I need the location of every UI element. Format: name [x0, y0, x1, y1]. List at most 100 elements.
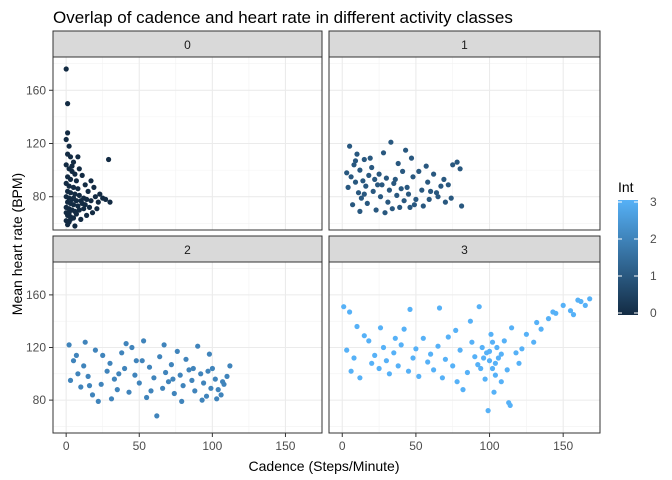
data-point [478, 365, 484, 372]
facet-strip [52, 30, 323, 58]
data-point [550, 309, 556, 315]
data-point [107, 360, 113, 366]
data-point [84, 196, 90, 202]
data-point [180, 383, 186, 389]
data-point [413, 346, 419, 352]
x-tick-label: 0 [63, 439, 70, 453]
y-tick-label: 160 [26, 288, 46, 302]
data-point [485, 408, 491, 414]
data-point [177, 372, 183, 378]
data-point [479, 344, 485, 351]
data-point [523, 331, 530, 337]
data-point [81, 363, 87, 369]
data-point [75, 371, 81, 377]
data-point [81, 206, 87, 212]
data-point [133, 358, 139, 364]
data-point [372, 176, 378, 182]
data-point [388, 139, 394, 145]
data-point [364, 200, 370, 206]
data-point [516, 360, 522, 366]
data-point [205, 368, 211, 374]
data-point [170, 376, 176, 382]
data-point [354, 151, 360, 157]
data-point [578, 298, 584, 305]
data-point [76, 207, 82, 213]
data-point [89, 210, 96, 216]
data-point [70, 202, 77, 208]
data-point [227, 363, 233, 369]
data-point [361, 156, 367, 163]
data-point [224, 373, 230, 379]
facet-strip [52, 235, 323, 263]
data-point [361, 333, 367, 339]
data-point [545, 316, 552, 322]
data-point [78, 216, 84, 222]
data-point [107, 199, 113, 205]
data-point [419, 187, 425, 193]
data-point [407, 204, 413, 210]
data-point [67, 377, 74, 383]
data-point [401, 198, 407, 204]
x-tick-label: 100 [202, 439, 222, 453]
data-point [375, 182, 381, 188]
data-point [498, 379, 504, 385]
data-point [82, 182, 88, 188]
data-point [380, 150, 387, 156]
data-point [405, 191, 412, 197]
data-point [208, 385, 214, 391]
data-point [435, 194, 441, 200]
data-point [148, 388, 154, 394]
data-point [433, 190, 440, 196]
data-point [98, 381, 104, 387]
data-point [348, 174, 354, 180]
data-point [82, 202, 88, 208]
data-point [469, 339, 475, 345]
data-point [436, 305, 443, 311]
data-point [519, 346, 525, 352]
data-point [154, 413, 160, 419]
data-point [488, 331, 494, 337]
data-point [215, 387, 221, 393]
data-point [123, 341, 129, 347]
data-point [65, 222, 71, 228]
data-point [163, 369, 169, 376]
data-point [391, 350, 397, 356]
data-point [391, 180, 397, 186]
data-point [352, 179, 359, 185]
data-point [420, 335, 426, 341]
data-point [369, 360, 375, 366]
data-point [489, 339, 496, 345]
data-point [383, 175, 389, 181]
data-point [372, 352, 378, 358]
data-point [494, 344, 500, 351]
data-point [126, 389, 132, 395]
data-point [186, 367, 192, 373]
data-point [136, 380, 142, 386]
data-point [376, 365, 382, 372]
data-point [351, 162, 357, 168]
legend-tick-label: 2 [650, 232, 657, 246]
x-tick-label: 150 [275, 439, 295, 453]
data-point [492, 372, 498, 378]
y-tick-label: 120 [26, 137, 46, 151]
data-point [360, 178, 366, 184]
data-point [174, 348, 180, 354]
data-point [582, 302, 588, 308]
data-point [70, 358, 77, 364]
data-point [341, 304, 347, 310]
data-point [70, 195, 77, 201]
data-point [86, 383, 93, 389]
data-point [357, 375, 363, 381]
data-point [95, 199, 101, 205]
data-point [425, 179, 431, 185]
data-point [389, 206, 395, 212]
data-point [441, 176, 447, 182]
data-point [203, 393, 210, 399]
data-point [209, 365, 215, 372]
data-point [100, 352, 106, 358]
data-point [426, 196, 432, 202]
data-point [85, 373, 91, 379]
data-point [489, 365, 496, 372]
data-point [366, 172, 372, 178]
data-point [73, 178, 79, 184]
